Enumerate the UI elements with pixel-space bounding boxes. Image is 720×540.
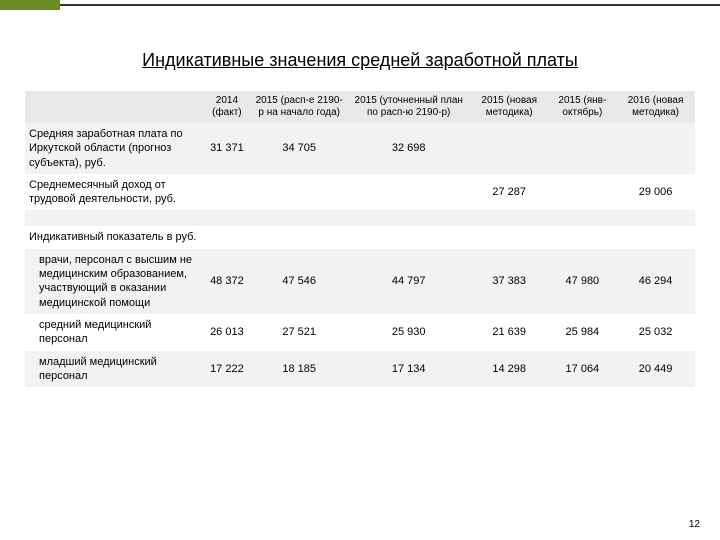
table-cell: 14 298: [470, 351, 549, 388]
row-label: [25, 210, 203, 226]
accent-block: [0, 0, 60, 10]
table-cell: [470, 226, 549, 248]
row-label: средний медицинский персонал: [25, 314, 203, 351]
col-header: 2015 (уточненный план по расп-ю 2190-р): [348, 91, 470, 123]
table-cell: [549, 226, 617, 248]
col-header: [25, 91, 203, 123]
table-cell: 46 294: [616, 249, 695, 314]
table-cell: 27 521: [251, 314, 348, 351]
table-cell: 17 222: [203, 351, 251, 388]
table-cell: 47 980: [549, 249, 617, 314]
table-row: [25, 210, 695, 226]
table-cell: 25 984: [549, 314, 617, 351]
table-cell: 21 639: [470, 314, 549, 351]
table-cell: 17 064: [549, 351, 617, 388]
table-cell: [549, 174, 617, 211]
table-cell: [203, 226, 251, 248]
col-header: 2014 (факт): [203, 91, 251, 123]
table-cell: 44 797: [348, 249, 470, 314]
row-label: врачи, персонал с высшим не медицинским …: [25, 249, 203, 314]
top-accent-bar: [0, 0, 720, 10]
page-number: 12: [689, 519, 700, 530]
table-row: средний медицинский персонал26 01327 521…: [25, 314, 695, 351]
table-header-row: 2014 (факт) 2015 (расп-е 2190-р на начал…: [25, 91, 695, 123]
table-cell: 48 372: [203, 249, 251, 314]
table-cell: [251, 210, 348, 226]
col-header: 2015 (янв-октябрь): [549, 91, 617, 123]
table-cell: 25 032: [616, 314, 695, 351]
col-header: 2015 (новая методика): [470, 91, 549, 123]
table-cell: [470, 123, 549, 174]
row-label: Индикативный показатель в руб.: [25, 226, 203, 248]
table-row: Среднемесячный доход от трудовой деятель…: [25, 174, 695, 211]
row-label: Среднемесячный доход от трудовой деятель…: [25, 174, 203, 211]
table-cell: [549, 210, 617, 226]
col-header: 2016 (новая методика): [616, 91, 695, 123]
table-cell: 27 287: [470, 174, 549, 211]
page-title: Индикативные значения средней заработной…: [0, 50, 720, 71]
row-label: младший медицинский персонал: [25, 351, 203, 388]
table-cell: [203, 210, 251, 226]
table-body: Средняя заработная плата по Иркутской об…: [25, 123, 695, 387]
table-row: младший медицинский персонал17 22218 185…: [25, 351, 695, 388]
table-cell: 31 371: [203, 123, 251, 174]
row-label: Средняя заработная плата по Иркутской об…: [25, 123, 203, 174]
table-cell: 37 383: [470, 249, 549, 314]
table-row: Индикативный показатель в руб.: [25, 226, 695, 248]
table-cell: 17 134: [348, 351, 470, 388]
table-cell: 25 930: [348, 314, 470, 351]
accent-line: [60, 4, 720, 6]
table-row: Средняя заработная плата по Иркутской об…: [25, 123, 695, 174]
table-cell: [348, 210, 470, 226]
table-cell: [348, 226, 470, 248]
table-cell: [348, 174, 470, 211]
table-cell: 26 013: [203, 314, 251, 351]
table-cell: 18 185: [251, 351, 348, 388]
table-cell: 29 006: [616, 174, 695, 211]
table-cell: [470, 210, 549, 226]
salary-table: 2014 (факт) 2015 (расп-е 2190-р на начал…: [25, 91, 695, 387]
table-cell: [549, 123, 617, 174]
table-cell: [251, 226, 348, 248]
table-cell: 34 705: [251, 123, 348, 174]
table-cell: 47 546: [251, 249, 348, 314]
table-cell: [251, 174, 348, 211]
table-row: врачи, персонал с высшим не медицинским …: [25, 249, 695, 314]
table-cell: [616, 210, 695, 226]
table-cell: 20 449: [616, 351, 695, 388]
table-cell: [616, 123, 695, 174]
table-cell: [616, 226, 695, 248]
table-cell: [203, 174, 251, 211]
col-header: 2015 (расп-е 2190-р на начало года): [251, 91, 348, 123]
table-cell: 32 698: [348, 123, 470, 174]
